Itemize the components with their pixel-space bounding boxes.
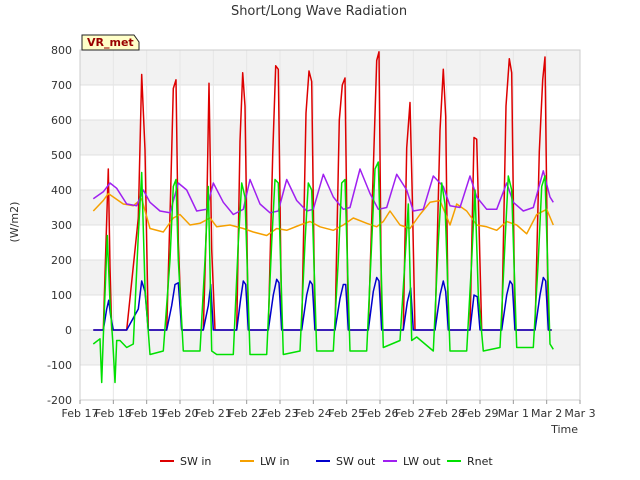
station-badge: VR_met <box>81 34 140 51</box>
grid-band <box>80 155 580 190</box>
legend-label: Rnet <box>467 455 493 468</box>
grid-band <box>80 295 580 330</box>
x-tick-label: Feb 25 <box>328 407 365 420</box>
series-line-rnet <box>92 161 554 384</box>
series-layer <box>92 51 554 384</box>
x-tick-label: Feb 17 <box>62 407 99 420</box>
y-tick-label: 700 <box>51 79 72 92</box>
y-tick-label: 600 <box>51 114 72 127</box>
y-tick-label: 300 <box>51 219 72 232</box>
y-tick-label: 0 <box>65 324 72 337</box>
chart-title: Short/Long Wave Radiation <box>231 4 407 19</box>
legend-label: LW out <box>403 455 441 468</box>
x-tick-label: Feb 24 <box>295 407 332 420</box>
grid-band <box>80 330 580 365</box>
x-tick-label: Feb 28 <box>428 407 465 420</box>
x-tick-label: Feb 18 <box>95 407 132 420</box>
plot-frame <box>79 49 581 401</box>
x-tick-label: Feb 20 <box>162 407 199 420</box>
x-axis-label: Time <box>550 423 578 436</box>
x-tick-label: Mar 3 <box>564 407 595 420</box>
x-tick-label: Feb 19 <box>128 407 165 420</box>
legend-label: LW in <box>260 455 290 468</box>
y-tick-label: -100 <box>47 359 72 372</box>
station-badge-label: VR_met <box>87 36 134 49</box>
series-line-sw-out <box>93 276 552 331</box>
x-tick-label: Mar 2 <box>531 407 562 420</box>
legend-label: SW in <box>180 455 211 468</box>
legend-label: SW out <box>336 455 376 468</box>
x-tick-label: Feb 23 <box>262 407 299 420</box>
y-tick-label: 500 <box>51 149 72 162</box>
x-tick-label: Feb 21 <box>195 407 232 420</box>
series-line-lw-in <box>92 192 554 237</box>
y-tick-label: -200 <box>47 394 72 407</box>
x-tick-label: Feb 29 <box>462 407 499 420</box>
legend: SW in LW in SW out LW out Rnet <box>160 455 493 468</box>
grid-band <box>80 50 580 85</box>
x-tick-label: Mar 1 <box>498 407 529 420</box>
grid-band <box>80 365 580 400</box>
x-tick-label: Feb 27 <box>395 407 432 420</box>
x-tick-label: Feb 22 <box>228 407 265 420</box>
grid-band <box>80 120 580 155</box>
y-axis-label: (W/m2) <box>8 202 21 243</box>
series-line-lw-out <box>92 168 554 216</box>
y-tick-label: 400 <box>51 184 72 197</box>
y-tick-label: 200 <box>51 254 72 267</box>
grid-band <box>80 85 580 120</box>
grid-band <box>80 260 580 295</box>
y-tick-label: 100 <box>51 289 72 302</box>
y-axis-ticks: -200 -100 0 100 200 300 400 500 600 700 800 <box>47 44 72 407</box>
y-tick-label: 800 <box>51 44 72 57</box>
x-tick-label: Feb 26 <box>362 407 399 420</box>
